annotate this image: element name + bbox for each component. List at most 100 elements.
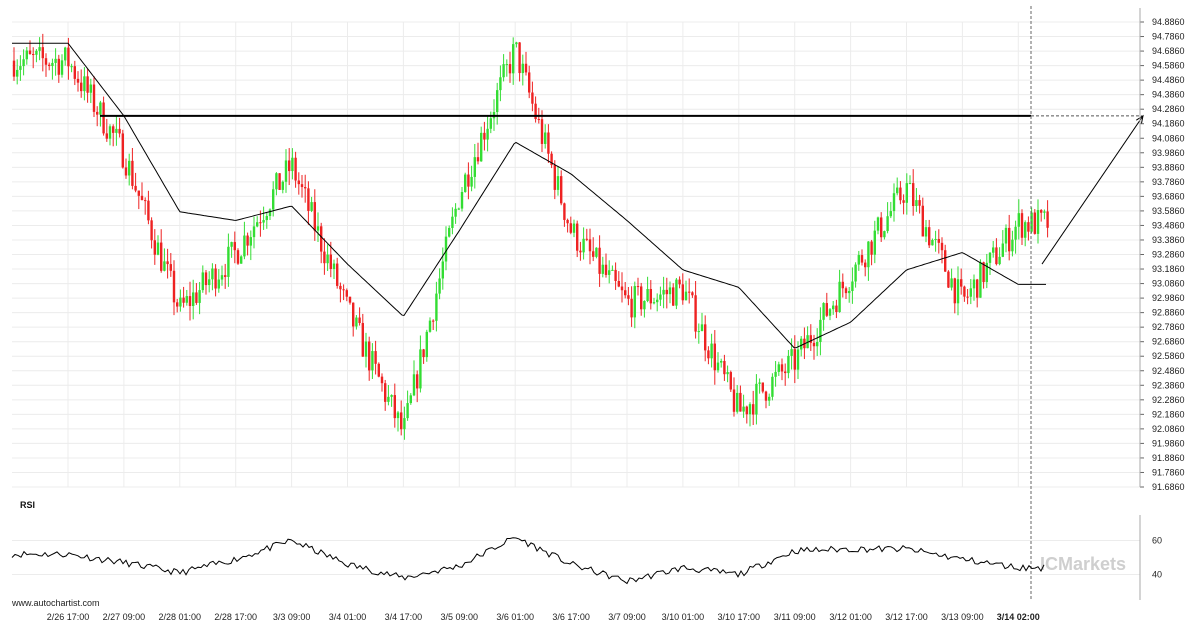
time-tick-label: 2/26 17:00	[47, 612, 90, 622]
candle-body	[768, 396, 771, 401]
candle-body	[489, 118, 492, 129]
candle-body	[403, 418, 406, 430]
candle-body	[345, 290, 348, 297]
candle-body	[144, 200, 147, 202]
candle-body	[160, 242, 163, 271]
candle-body	[451, 216, 454, 228]
candle-body	[112, 126, 115, 133]
candle-body	[435, 293, 438, 321]
candle-body	[44, 58, 48, 65]
candle-body	[96, 111, 99, 115]
candle-body	[1008, 227, 1011, 252]
candle-body	[25, 50, 28, 60]
candle-body	[352, 302, 355, 327]
candle-body	[1001, 243, 1004, 257]
candle-body	[950, 278, 953, 288]
candle-body	[243, 235, 246, 257]
candle-body	[656, 299, 659, 303]
candle-body	[924, 227, 928, 237]
candle-body	[496, 90, 499, 113]
candle-body	[172, 270, 176, 303]
grid-lines	[12, 21, 1140, 488]
time-tick-label: 3/12 01:00	[829, 612, 872, 622]
candle-body	[83, 76, 86, 92]
time-tick-label: 3/4 17:00	[385, 612, 423, 622]
candle-body	[147, 200, 150, 221]
candle-body	[688, 291, 691, 293]
candle-body	[912, 183, 915, 207]
candle-body	[70, 66, 73, 68]
candle-body	[531, 92, 534, 104]
candle-body	[934, 238, 937, 240]
candle-body	[460, 191, 464, 209]
candle-body	[195, 292, 198, 303]
candle-body	[899, 187, 902, 201]
candle-body	[806, 335, 809, 349]
candle-body	[272, 189, 275, 210]
candle-body	[185, 296, 188, 303]
candle-body	[976, 279, 979, 298]
candle-body	[400, 412, 403, 430]
price-tick-label: 93.5860	[1152, 206, 1185, 216]
candle-body	[51, 62, 54, 67]
candle-body	[505, 64, 508, 66]
candle-body	[652, 302, 656, 304]
candle-body	[582, 238, 585, 253]
candle-body	[115, 128, 118, 133]
candle-body	[902, 200, 905, 203]
price-tick-label: 94.8860	[1152, 17, 1185, 27]
candle-body	[54, 58, 57, 63]
candle-body	[483, 132, 486, 140]
candle-body	[572, 223, 576, 233]
candle-body	[60, 60, 64, 75]
candle-body	[163, 261, 166, 271]
candle-body	[636, 286, 640, 288]
candle-body	[169, 264, 172, 271]
candle-body	[438, 278, 441, 294]
candle-body	[358, 317, 361, 324]
candle-body	[931, 239, 934, 246]
candle-body	[835, 305, 838, 313]
candle-body	[377, 363, 380, 377]
candle-body	[537, 119, 540, 121]
candle-body	[432, 320, 435, 322]
time-tick-label: 3/10 01:00	[662, 612, 705, 622]
candle-body	[208, 279, 211, 286]
candle-body	[867, 241, 870, 268]
candle-body	[736, 392, 739, 412]
time-tick-label: 3/10 17:00	[718, 612, 761, 622]
candle-body	[947, 271, 950, 288]
candle-body	[614, 269, 617, 282]
candle-body	[883, 231, 886, 238]
candle-body	[419, 349, 422, 389]
candle-body	[726, 372, 729, 375]
candle-body	[412, 374, 416, 396]
price-tick-label: 91.7860	[1152, 467, 1185, 477]
candle-body	[105, 133, 108, 139]
candle-body	[915, 200, 918, 207]
candle-body	[624, 290, 627, 296]
candle-body	[985, 262, 988, 283]
candle-body	[390, 395, 393, 397]
candle-body	[441, 261, 444, 279]
candle-body	[428, 320, 432, 332]
candle-body	[998, 256, 1001, 265]
candle-body	[793, 349, 796, 370]
candle-body	[1040, 210, 1043, 213]
candle-body	[467, 174, 470, 187]
candle-body	[748, 404, 752, 415]
candle-body	[784, 371, 787, 374]
candle-body	[198, 290, 201, 303]
candle-body	[374, 351, 377, 364]
candle-body	[348, 296, 352, 303]
candle-body	[1020, 213, 1024, 238]
candle-body	[275, 173, 278, 190]
candle-body	[201, 272, 204, 291]
candle-body	[304, 187, 307, 189]
price-tick-label: 92.8860	[1152, 308, 1185, 318]
price-tick-label: 94.5860	[1152, 61, 1185, 71]
price-tick-label: 92.0860	[1152, 424, 1185, 434]
candle-body	[252, 226, 256, 238]
candle-body	[211, 268, 214, 280]
candle-body	[825, 303, 828, 316]
